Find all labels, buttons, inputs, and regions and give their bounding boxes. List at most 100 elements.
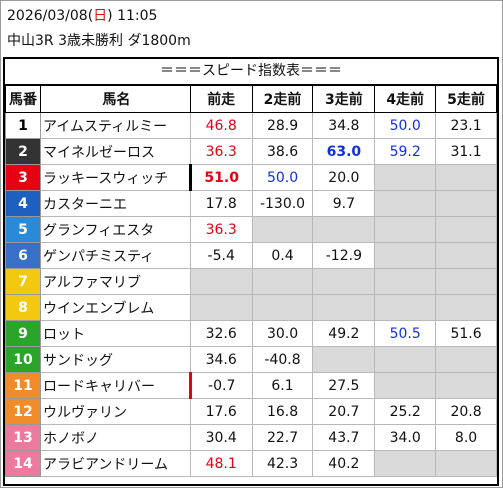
speed-index-cell: 20.0 (312, 164, 376, 191)
horse-number: 12 (5, 398, 41, 425)
horse-number: 14 (5, 450, 41, 477)
speed-index-cell: 40.2 (312, 450, 376, 477)
table-row: 5 グランフィエスタ 36.3 (5, 216, 497, 243)
speed-index-cell (251, 294, 314, 321)
horse-name: アルファマリブ (39, 268, 191, 295)
speed-index-cell (374, 450, 437, 477)
speed-index-cell: 36.3 (189, 216, 253, 243)
speed-index-cell (374, 190, 437, 217)
speed-index-cell: 51.0 (189, 164, 253, 191)
table-row: 3 ラッキースウィッチ 51.0 50.0 20.0 (5, 164, 497, 191)
table-row: 6 ゲンパチミスティ -5.4 0.4 -12.9 (5, 242, 497, 269)
table-title: ＝＝＝スピード指数表＝＝＝ (5, 59, 497, 85)
speed-index-cell: 27.5 (312, 372, 376, 399)
speed-index-cell: -0.7 (189, 372, 253, 399)
speed-index-cell: 34.8 (312, 112, 376, 139)
horse-name: ロードキャリバー (39, 372, 192, 399)
table-row: 10 サンドッグ 34.6 -40.8 (5, 346, 497, 373)
speed-index-cell: 34.0 (374, 424, 437, 451)
col-header-last: 前走 (189, 85, 253, 113)
horse-number: 8 (5, 294, 41, 321)
horse-name: サンドッグ (39, 346, 191, 373)
col-header-name: 馬名 (39, 85, 191, 113)
speed-index-cell: 34.6 (189, 346, 253, 373)
speed-index-cell (374, 164, 437, 191)
speed-index-cell: 17.8 (189, 190, 253, 217)
speed-index-cell: 38.6 (251, 138, 314, 165)
table-row: 1 アイムスティルミー 46.8 28.9 34.8 50.0 23.1 (5, 112, 497, 139)
speed-index-cell: 8.0 (435, 424, 497, 451)
speed-index-cell (435, 216, 497, 243)
horse-number: 2 (5, 138, 41, 165)
speed-index-cell (374, 346, 437, 373)
table-row: 13 ホノボノ 30.4 22.7 43.7 34.0 8.0 (5, 424, 497, 451)
speed-index-cell (312, 216, 376, 243)
speed-index-cell: 23.1 (435, 112, 497, 139)
speed-index-cell: 20.8 (435, 398, 497, 425)
horse-name: ラッキースウィッチ (39, 164, 192, 191)
speed-index-cell: 9.7 (312, 190, 376, 217)
speed-index-cell (251, 216, 314, 243)
speed-index-cell: 42.3 (251, 450, 314, 477)
horse-name: グランフィエスタ (39, 216, 191, 243)
col-header-4th: 4走前 (374, 85, 437, 113)
speed-index-cell: 32.6 (189, 320, 253, 347)
table-row: 4 カスターニエ 17.8 -130.0 9.7 (5, 190, 497, 217)
speed-index-cell: 6.1 (251, 372, 314, 399)
speed-index-cell (189, 294, 253, 321)
speed-index-cell: 59.2 (374, 138, 437, 165)
header-row: 馬番 馬名 前走 2走前 3走前 4走前 5走前 (5, 85, 497, 113)
speed-index-cell: 48.1 (189, 450, 253, 477)
horse-number: 13 (5, 424, 41, 451)
horse-number: 3 (5, 164, 41, 191)
race-day: 日 (93, 8, 108, 24)
race-time: 11:05 (117, 8, 158, 24)
speed-index-cell (435, 372, 497, 399)
horse-number: 1 (5, 112, 41, 139)
speed-index-cell: 30.0 (251, 320, 314, 347)
speed-index-cell (374, 372, 437, 399)
horse-number: 6 (5, 242, 41, 269)
horse-number: 5 (5, 216, 41, 243)
speed-index-cell: 31.1 (435, 138, 497, 165)
speed-index-cell (435, 242, 497, 269)
race-datetime: 2026/03/08(日) 11:05 (7, 7, 157, 25)
table-body: 1 アイムスティルミー 46.8 28.9 34.8 50.0 23.1 2 マイネルゼーロス 3… (5, 112, 497, 477)
speed-index-cell (312, 268, 376, 295)
speed-index-cell (374, 268, 437, 295)
speed-index-cell (435, 190, 497, 217)
col-header-2nd: 2走前 (251, 85, 314, 113)
speed-index-cell: 51.6 (435, 320, 497, 347)
speed-index-cell: 30.4 (189, 424, 253, 451)
horse-name: ホノボノ (39, 424, 191, 451)
speed-index-cell (435, 164, 497, 191)
table-row: 14 アラビアンドリーム 48.1 42.3 40.2 (5, 450, 497, 477)
speed-index-cell: 0.4 (251, 242, 314, 269)
race-info: 中山3R 3歳未勝利 ダ1800m (7, 33, 191, 49)
speed-index-cell (312, 346, 376, 373)
speed-index-cell: 28.9 (251, 112, 314, 139)
horse-number: 4 (5, 190, 41, 217)
speed-index-cell: 17.6 (189, 398, 253, 425)
speed-index-cell (435, 450, 497, 477)
table-row: 7 アルファマリブ (5, 268, 497, 295)
col-header-number: 馬番 (5, 85, 41, 113)
speed-index-table: 馬番 馬名 前走 2走前 3走前 4走前 5走前 1 アイムスティルミー 46.8 2… (5, 85, 497, 477)
speed-index-cell: 43.7 (312, 424, 376, 451)
horse-name: ウインエンブレム (39, 294, 191, 321)
speed-index-cell: -130.0 (251, 190, 314, 217)
horse-number: 10 (5, 346, 41, 373)
table-row: 11 ロードキャリバー -0.7 6.1 27.5 (5, 372, 497, 399)
table-row: 9 ロット 32.6 30.0 49.2 50.5 51.6 (5, 320, 497, 347)
horse-name: ロット (39, 320, 191, 347)
race-date: 2026/03/08 (7, 8, 88, 24)
speed-index-cell: -12.9 (312, 242, 376, 269)
horse-name: ゲンパチミスティ (39, 242, 191, 269)
col-header-5th: 5走前 (435, 85, 497, 113)
horse-number: 11 (5, 372, 41, 399)
day-close-paren: ) (107, 8, 113, 24)
speed-index-cell: 50.5 (374, 320, 437, 347)
col-header-3rd: 3走前 (312, 85, 376, 113)
speed-index-cell: 25.2 (374, 398, 437, 425)
